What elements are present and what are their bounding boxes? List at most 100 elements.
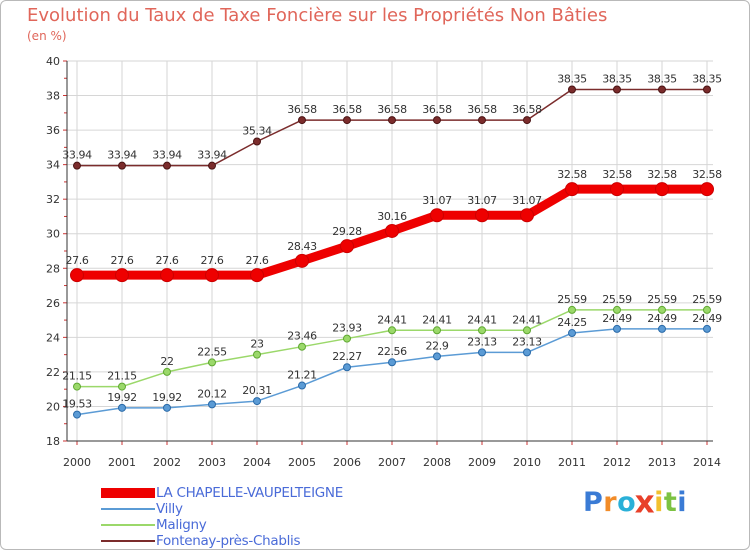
data-point-maligny — [613, 305, 621, 314]
data-label-la-chapelle-vaupelteigne: 32.58 — [602, 168, 632, 181]
logo-letter: i — [677, 487, 688, 518]
data-point-la-chapelle-vaupelteigne — [70, 268, 84, 283]
data-label-villy: 22.27 — [332, 350, 362, 363]
legend-label: Villy — [156, 501, 183, 517]
data-label-villy: 24.25 — [557, 316, 587, 329]
data-point-fontenay-pr-s-chablis — [613, 85, 621, 94]
data-label-la-chapelle-vaupelteigne: 27.6 — [111, 254, 134, 267]
data-label-fontenay-pr-s-chablis: 38.35 — [647, 73, 677, 86]
data-point-villy — [613, 324, 621, 333]
series-la-chapelle-vaupelteigne: 27.6 27.6 27.6 27.6 27.6 28.43 29.28 30.16 31.07… — [66, 168, 723, 283]
data-label-fontenay-pr-s-chablis: 33.94 — [107, 149, 137, 162]
y-tick-label: 28 — [46, 262, 60, 275]
y-tick-label: 32 — [46, 193, 60, 206]
y-tick-label: 26 — [46, 297, 60, 310]
data-label-fontenay-pr-s-chablis: 33.94 — [152, 149, 182, 162]
data-point-fontenay-pr-s-chablis — [343, 116, 351, 125]
legend-swatch — [101, 524, 155, 526]
legend-swatch — [101, 508, 155, 510]
data-point-fontenay-pr-s-chablis — [73, 161, 81, 170]
axes: 18 20 22 24 26 28 30 32 34 36 38 40 2000 2001 2002 2003… — [46, 55, 721, 469]
data-label-villy: 22.9 — [426, 339, 449, 352]
data-point-villy — [658, 324, 666, 333]
data-label-villy: 19.53 — [62, 398, 92, 411]
logo-letter: P — [583, 487, 604, 518]
data-label-villy: 23.13 — [467, 335, 497, 348]
data-point-villy — [523, 348, 531, 357]
data-point-fontenay-pr-s-chablis — [523, 116, 531, 125]
data-point-maligny — [253, 350, 261, 359]
data-label-fontenay-pr-s-chablis: 36.58 — [332, 103, 362, 116]
series-fontenay-pr-s-chablis: 33.94 33.94 33.94 33.94 35.34 36.58 36.58 36.58… — [62, 73, 723, 170]
data-point-villy — [433, 352, 441, 361]
data-point-villy — [343, 363, 351, 372]
chart-title: Evolution du Taux de Taxe Foncière sur l… — [27, 5, 608, 26]
y-tick-label: 20 — [46, 400, 60, 413]
data-label-la-chapelle-vaupelteigne: 27.6 — [246, 254, 269, 267]
legend-label: Fontenay-près-Chablis — [156, 533, 301, 549]
y-tick-label: 18 — [46, 435, 60, 448]
series-villy: 19.53 19.92 19.92 20.12 20.31 21.21 22.27 22.56… — [62, 312, 723, 419]
data-label-la-chapelle-vaupelteigne: 31.07 — [422, 194, 452, 207]
data-label-villy: 19.92 — [107, 391, 137, 404]
x-tick-label: 2005 — [288, 456, 316, 469]
data-point-fontenay-pr-s-chablis — [478, 116, 486, 125]
data-point-villy — [388, 358, 396, 367]
data-point-villy — [253, 397, 261, 406]
legend-swatch — [101, 540, 155, 542]
data-label-fontenay-pr-s-chablis: 35.34 — [242, 124, 272, 137]
gridlines — [67, 60, 713, 442]
data-point-villy — [478, 348, 486, 357]
data-point-villy — [163, 403, 171, 412]
data-label-villy: 24.49 — [647, 312, 677, 325]
y-tick-label: 30 — [46, 228, 60, 241]
logo-letter: i — [654, 487, 664, 518]
data-point-maligny — [208, 358, 216, 367]
data-point-villy — [73, 410, 81, 419]
data-point-villy — [298, 381, 306, 390]
x-tick-label: 2001 — [108, 456, 136, 469]
x-tick-label: 2000 — [63, 456, 91, 469]
legend-label: LA CHAPELLE-VAUPELTEIGNE — [156, 485, 343, 501]
data-label-villy: 24.49 — [602, 312, 632, 325]
y-tick-label: 22 — [46, 366, 60, 379]
y-tick-label: 34 — [46, 159, 60, 172]
y-tick-label: 24 — [46, 331, 60, 344]
data-point-la-chapelle-vaupelteigne — [700, 182, 714, 197]
proxiti-logo: Proxiti — [583, 485, 688, 521]
data-label-villy: 22.56 — [377, 345, 407, 358]
data-point-villy — [703, 324, 711, 333]
series-maligny: 21.15 21.15 22 22.55 23 23.46 23.93 24.41 24.41 2… — [62, 293, 723, 391]
x-tick-label: 2010 — [513, 456, 541, 469]
data-point-maligny — [73, 382, 81, 391]
data-point-maligny — [118, 382, 126, 391]
data-point-fontenay-pr-s-chablis — [298, 116, 306, 125]
data-point-la-chapelle-vaupelteigne — [250, 268, 264, 283]
legend-swatch — [101, 488, 155, 498]
data-label-maligny: 24.41 — [422, 313, 452, 326]
data-point-fontenay-pr-s-chablis — [118, 161, 126, 170]
x-tick-label: 2013 — [648, 456, 676, 469]
data-label-fontenay-pr-s-chablis: 36.58 — [422, 103, 452, 116]
y-tick-label: 40 — [46, 55, 60, 68]
data-point-la-chapelle-vaupelteigne — [295, 253, 309, 268]
data-label-la-chapelle-vaupelteigne: 27.6 — [156, 254, 179, 267]
data-point-maligny — [478, 326, 486, 335]
data-label-fontenay-pr-s-chablis: 38.35 — [692, 73, 722, 86]
data-label-fontenay-pr-s-chablis: 36.58 — [512, 103, 542, 116]
data-point-fontenay-pr-s-chablis — [703, 85, 711, 94]
data-point-la-chapelle-vaupelteigne — [520, 208, 534, 223]
logo-letter: t — [663, 487, 678, 518]
data-point-fontenay-pr-s-chablis — [388, 116, 396, 125]
y-tick-label: 38 — [46, 90, 60, 103]
data-label-maligny: 23 — [250, 338, 264, 351]
data-point-fontenay-pr-s-chablis — [253, 137, 261, 146]
data-label-fontenay-pr-s-chablis: 38.35 — [602, 73, 632, 86]
data-point-la-chapelle-vaupelteigne — [385, 223, 399, 238]
data-label-maligny: 21.15 — [62, 370, 92, 383]
data-label-fontenay-pr-s-chablis: 33.94 — [62, 149, 92, 162]
x-tick-label: 2002 — [153, 456, 181, 469]
x-tick-label: 2003 — [198, 456, 226, 469]
data-label-maligny: 25.59 — [692, 293, 722, 306]
